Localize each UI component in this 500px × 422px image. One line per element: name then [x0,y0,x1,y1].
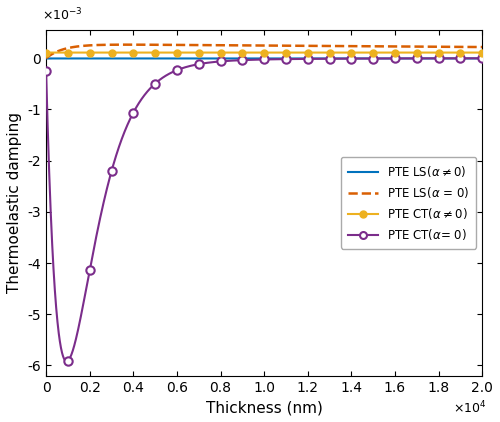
Y-axis label: Thermoelastic damping: Thermoelastic damping [7,112,22,293]
Text: $\times10^{4}$: $\times10^{4}$ [453,400,486,417]
X-axis label: Thickness (nm): Thickness (nm) [206,400,322,415]
Legend: PTE LS($\alpha$$\neq$0), PTE LS($\alpha$ = 0), PTE CT($\alpha$$\neq$0), PTE CT($: PTE LS($\alpha$$\neq$0), PTE LS($\alpha$… [341,157,476,249]
Text: $\times10^{-3}$: $\times10^{-3}$ [42,6,82,23]
